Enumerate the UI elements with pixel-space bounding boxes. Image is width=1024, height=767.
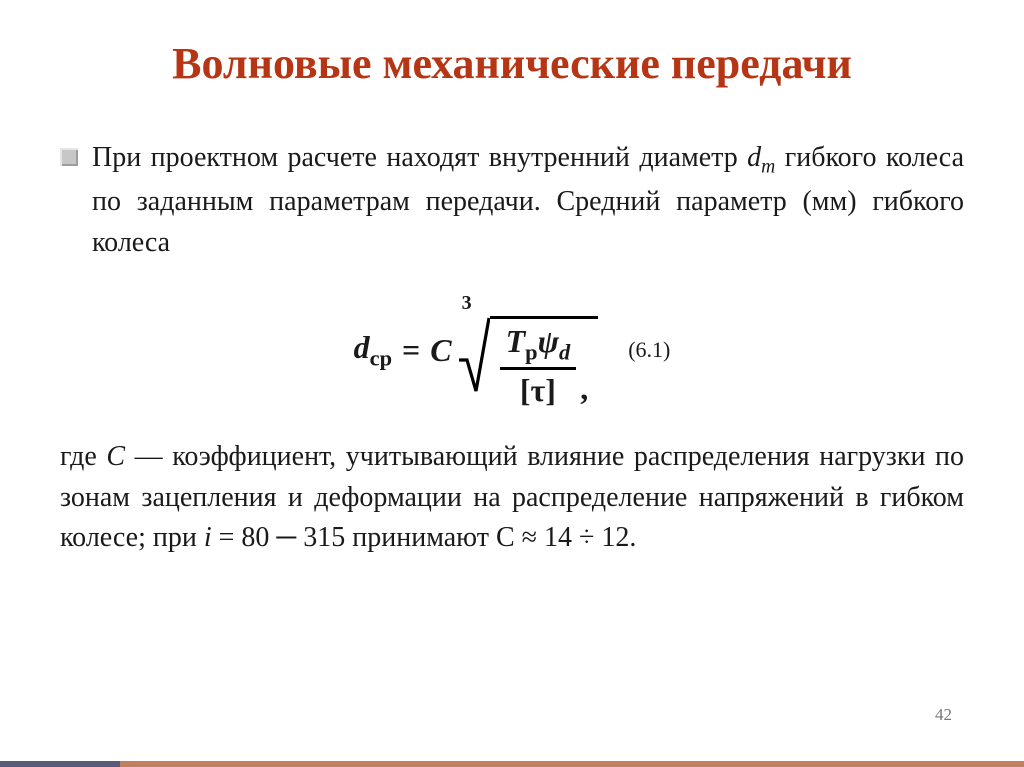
p1-sub: m (761, 157, 775, 178)
lhs-sub: ср (370, 345, 392, 370)
fraction-bar (500, 367, 577, 370)
formula-coef: C (430, 332, 451, 369)
formula-eq: = (402, 332, 420, 369)
p1-var: d (747, 142, 761, 173)
root-block: 3 Tрψd [τ] (458, 292, 599, 409)
num-psi: ψ (538, 323, 559, 359)
p2-pre: где (60, 441, 106, 472)
paragraph-2: где C — коэффициент, учитывающий влияние… (60, 437, 964, 559)
num-sub: р (525, 339, 537, 364)
accent-segment-a (0, 761, 120, 767)
formula-row: dср = C 3 Tрψd (60, 292, 964, 409)
lhs-var: d (354, 329, 370, 365)
formula: dср = C 3 Tрψd (354, 292, 599, 409)
radicand: Tрψd [τ] , (490, 316, 599, 409)
num-psi-sub: d (559, 339, 570, 364)
bullet-row: При проектном расчете находят внутренний… (60, 138, 964, 263)
p2-i: i (204, 522, 212, 553)
fraction-num: Tрψd (500, 323, 577, 365)
p1-pre: При проектном расчете находят внутренний… (92, 142, 747, 173)
bottom-accent (0, 761, 1024, 767)
slide-title: Волновые механические передачи (60, 40, 964, 88)
bullet-square-icon (60, 148, 78, 166)
paragraph-1: При проектном расчете находят внутренний… (92, 138, 964, 263)
num-var: T (506, 323, 526, 359)
fraction-den: [τ] (514, 372, 562, 409)
p2-range: = 80 ─ 315 принимают С ≈ 14 ÷ 12. (212, 522, 637, 553)
formula-lhs: dср (354, 329, 392, 371)
root-index: 3 (462, 292, 472, 315)
accent-segment-b (120, 761, 1024, 767)
radical-sign-icon (458, 316, 490, 409)
fraction: Tрψd [τ] (500, 323, 577, 409)
radical: Tрψd [τ] , (458, 316, 599, 409)
p2-C: C (106, 441, 125, 472)
formula-trail: , (580, 370, 588, 409)
page-number: 42 (935, 705, 952, 725)
equation-number: (6.1) (628, 337, 670, 363)
slide: Волновые механические передачи При проек… (0, 0, 1024, 767)
